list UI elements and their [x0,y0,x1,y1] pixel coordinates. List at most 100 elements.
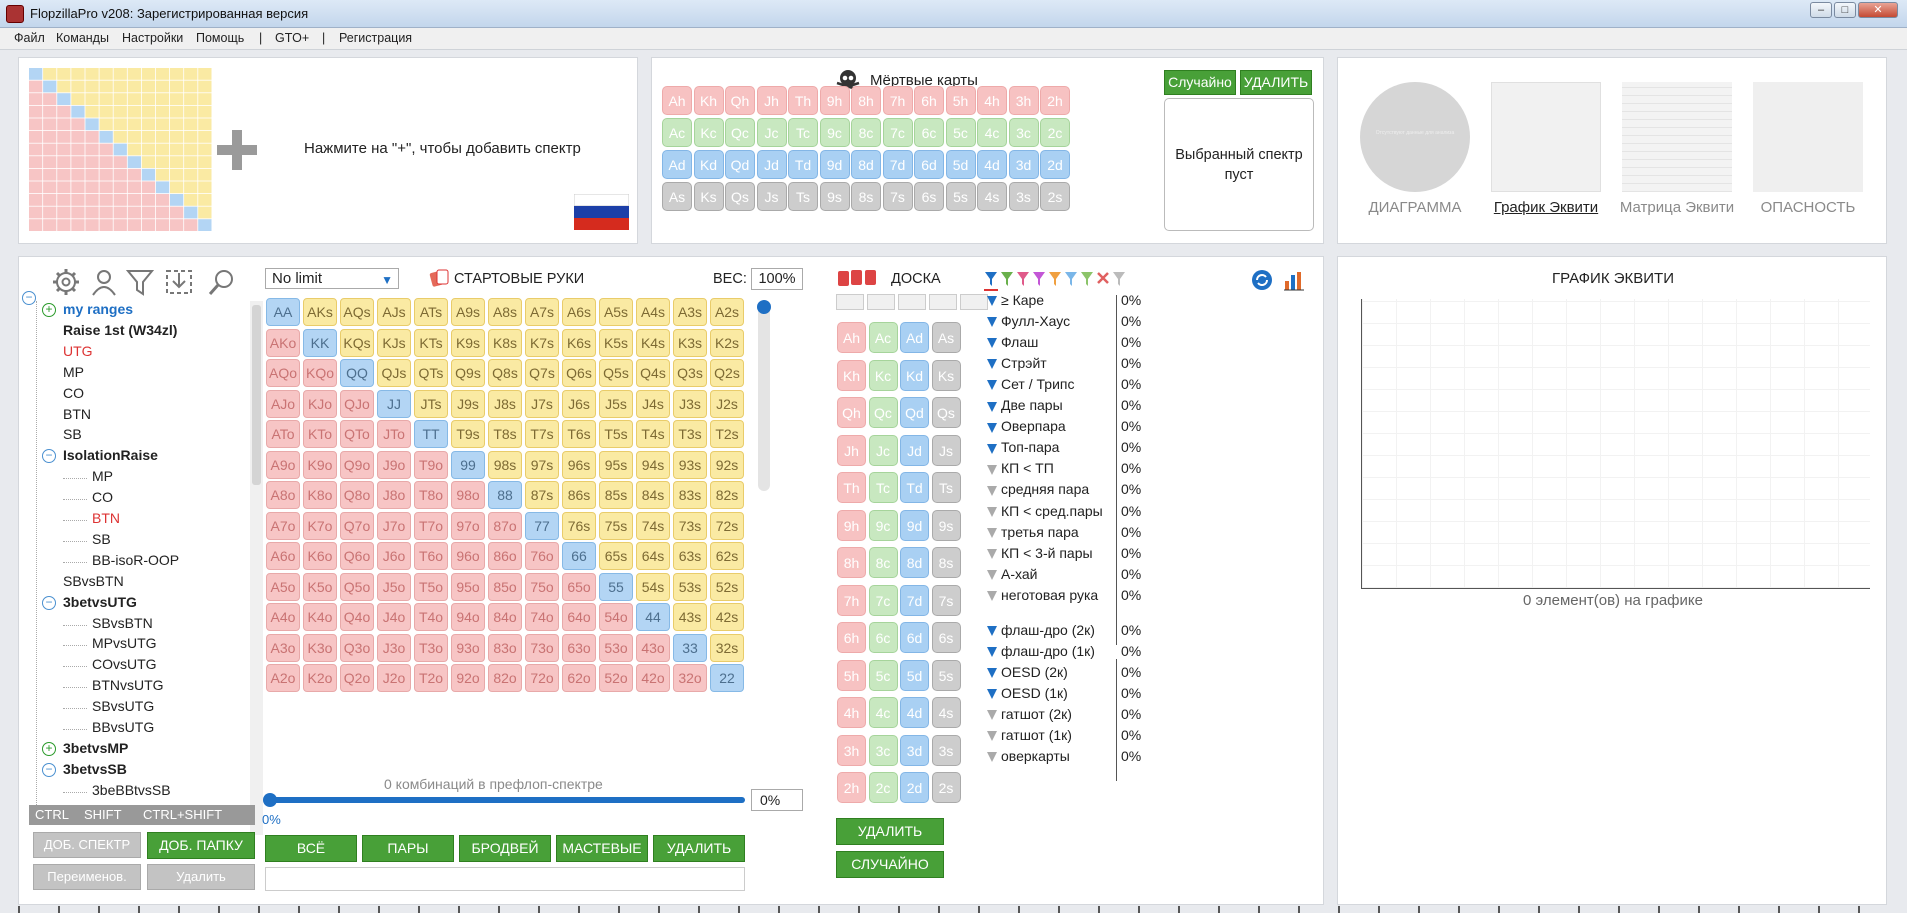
menu-registration[interactable]: Регистрация [339,31,413,45]
dead-card-3c[interactable]: 3c [1008,118,1039,147]
collapse-icon[interactable]: − [42,449,56,464]
hit-category-row[interactable]: оверкарты [987,748,1070,764]
hand-cell-J4o[interactable]: J4o [377,603,411,631]
dead-card-Qd[interactable]: Qd [725,150,755,179]
clear-hands-button[interactable]: УДАЛИТЬ [653,835,745,862]
funnel-icon[interactable] [987,548,997,559]
hand-cell-95o[interactable]: 95o [451,572,485,601]
hand-cell-KK[interactable]: KK [303,328,337,357]
hand-cell-T9s[interactable]: T9s [451,420,485,448]
hand-cell-Q3o[interactable]: Q3o [340,633,374,662]
hand-cell-J6o[interactable]: J6o [377,542,411,570]
dead-card-7h[interactable]: 7h [882,86,913,115]
hand-cell-Q9s[interactable]: Q9s [451,359,485,387]
hand-cell-T6s[interactable]: T6s [562,420,596,448]
dead-card-Qc[interactable]: Qc [725,118,755,147]
hand-cell-76s[interactable]: 76s [562,511,596,540]
hand-cell-77[interactable]: 77 [525,511,559,540]
hand-cell-A3o[interactable]: A3o [266,633,300,662]
board-card-Ah[interactable]: Ah [837,322,866,353]
hand-cell-86o[interactable]: 86o [488,542,522,570]
menu-file[interactable]: Файл [14,31,45,45]
board-card-6s[interactable]: 6s [931,622,961,653]
dead-card-Ts[interactable]: Ts [788,182,818,211]
tree-item[interactable]: IsolationRaise [63,447,158,463]
hand-cell-T2o[interactable]: T2o [414,664,448,692]
hand-cell-63o[interactable]: 63o [562,633,596,662]
funnel-icon[interactable] [987,422,997,433]
hit-category-row[interactable]: Стрэйт [987,355,1047,371]
hit-category-row[interactable]: Фулл-Хаус [987,313,1070,329]
hand-cell-42o[interactable]: 42o [636,664,670,692]
hand-cell-84s[interactable]: 84s [636,481,670,509]
hand-cell-A6s[interactable]: A6s [562,298,596,326]
hand-cell-K6s[interactable]: K6s [562,328,596,357]
hand-cell-J5s[interactable]: J5s [599,389,633,418]
hand-cell-54o[interactable]: 54o [599,603,633,631]
tree-item[interactable]: SBvsBTN [63,573,124,589]
filter-icon[interactable] [125,267,155,297]
hand-cell-32s[interactable]: 32s [710,633,744,662]
dead-card-6h[interactable]: 6h [914,86,944,115]
weight-input[interactable]: 100% [751,268,803,290]
dead-card-Ks[interactable]: Ks [693,182,724,211]
hit-category-row[interactable]: гатшот (2к) [987,706,1072,722]
funnel-icon[interactable] [987,443,997,454]
funnel-icon[interactable] [987,296,997,307]
hand-cell-K3o[interactable]: K3o [303,633,337,662]
equity-graph-area[interactable] [1361,299,1870,589]
funnel-icon[interactable] [987,710,997,721]
bar-chart-icon[interactable] [1283,269,1305,291]
hand-cell-94s[interactable]: 94s [636,450,670,479]
russian-flag-icon[interactable] [574,194,629,230]
hand-cell-KQs[interactable]: KQs [340,328,374,357]
hand-cell-62o[interactable]: 62o [562,664,596,692]
hand-cell-KTo[interactable]: KTo [303,420,337,448]
dead-card-As[interactable]: As [662,182,692,211]
dead-card-8s[interactable]: 8s [851,182,881,211]
hand-cell-Q6s[interactable]: Q6s [562,359,596,387]
hand-cell-74s[interactable]: 74s [636,511,670,540]
hand-cell-K5o[interactable]: K5o [303,572,337,601]
hand-cell-J3s[interactable]: J3s [673,389,707,418]
board-card-Qc[interactable]: Qc [868,397,898,428]
hand-cell-AQs[interactable]: AQs [340,298,374,326]
dead-card-Th[interactable]: Th [788,86,818,115]
hand-cell-55[interactable]: 55 [599,572,633,601]
hand-cell-AKs[interactable]: AKs [303,298,337,326]
hand-cell-Q7o[interactable]: Q7o [340,511,374,540]
dead-card-2s[interactable]: 2s [1040,182,1070,211]
hand-cell-A2o[interactable]: A2o [266,664,300,692]
board-card-Th[interactable]: Th [837,472,866,503]
hit-category-row[interactable]: А-хай [987,566,1037,582]
hand-cell-97o[interactable]: 97o [451,511,485,540]
plus-icon[interactable] [215,128,259,172]
board-card-5s[interactable]: 5s [931,659,961,691]
hand-cell-T4s[interactable]: T4s [636,420,670,448]
hand-cell-AA[interactable]: AA [266,298,300,326]
hand-cell-ATo[interactable]: ATo [266,420,300,448]
board-card-3c[interactable]: 3c [868,734,898,766]
tree-item[interactable]: BB-isoR-OOP [92,552,179,568]
hand-cell-KQo[interactable]: KQo [303,359,337,387]
hand-cell-72o[interactable]: 72o [525,664,559,692]
dead-card-7d[interactable]: 7d [882,150,913,179]
hand-cell-53o[interactable]: 53o [599,633,633,662]
hand-cell-K9s[interactable]: K9s [451,328,485,357]
tree-item[interactable]: SB [63,426,82,442]
hand-cell-AJs[interactable]: AJs [377,298,411,326]
tree-item[interactable]: 3betvsSB [63,761,127,777]
dead-card-4d[interactable]: 4d [977,150,1007,179]
hand-cell-Q4s[interactable]: Q4s [636,359,670,387]
hand-cell-A2s[interactable]: A2s [710,298,744,326]
search-icon[interactable] [207,267,237,297]
hand-cell-A7o[interactable]: A7o [266,511,300,540]
hand-cell-99[interactable]: 99 [451,450,485,479]
funnel-icon[interactable] [987,317,997,328]
menu-gto[interactable]: GTO+ [275,31,310,45]
dead-random-button[interactable]: Случайно [1164,70,1236,95]
hand-cell-A7s[interactable]: A7s [525,298,559,326]
hand-cell-22[interactable]: 22 [710,664,744,692]
hand-cell-65s[interactable]: 65s [599,542,633,570]
board-card-Tc[interactable]: Tc [868,472,898,503]
